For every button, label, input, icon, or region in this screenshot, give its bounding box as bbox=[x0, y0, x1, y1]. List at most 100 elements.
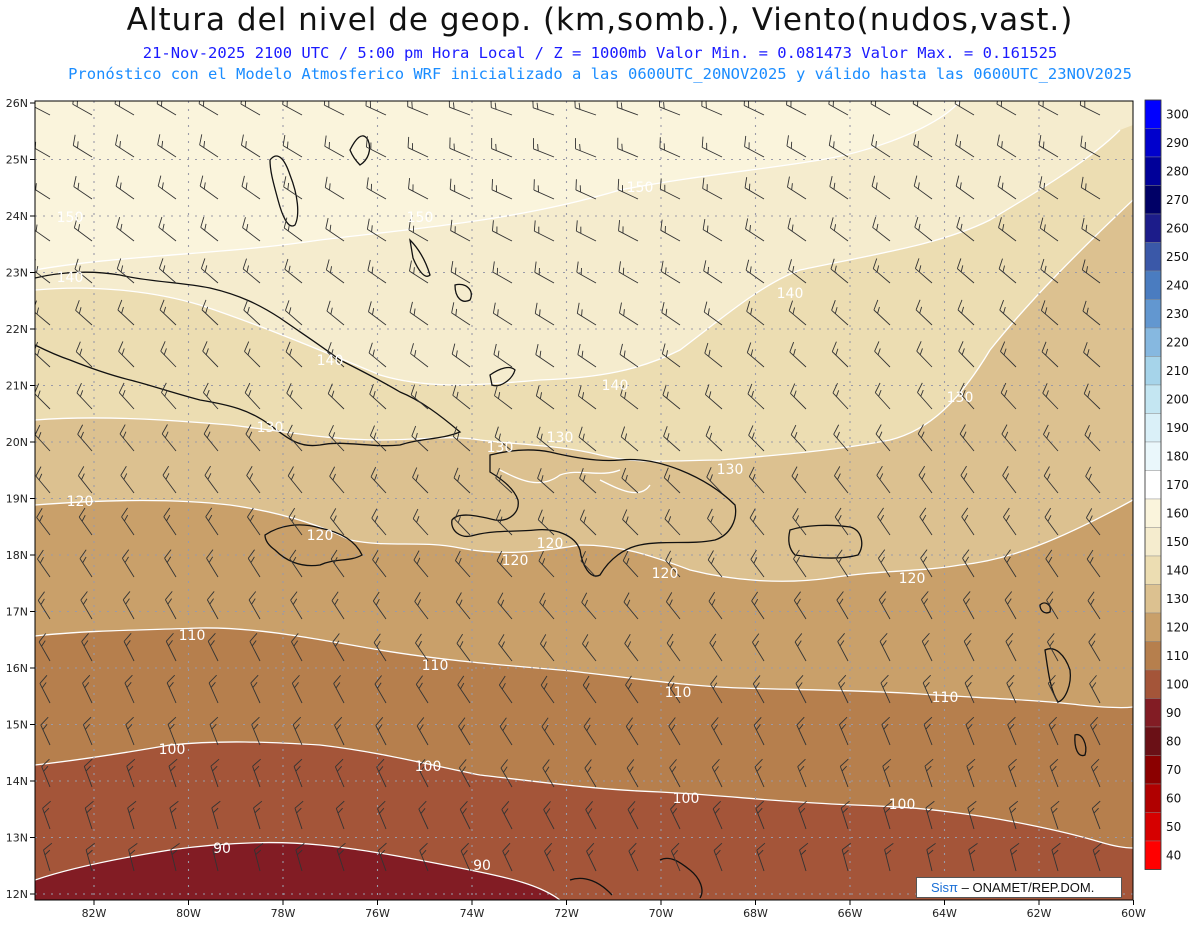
contour-label: 110 bbox=[179, 628, 206, 644]
wind-barb bbox=[209, 716, 219, 746]
wind-barb bbox=[124, 674, 135, 704]
wind-barb bbox=[161, 424, 177, 452]
wind-barb bbox=[370, 466, 387, 494]
wind-barb bbox=[1045, 549, 1059, 578]
wind-barb bbox=[448, 101, 471, 116]
wind-barb bbox=[923, 716, 933, 746]
wind-barb bbox=[373, 633, 387, 662]
wind-barb bbox=[324, 135, 345, 158]
wind-barb bbox=[752, 675, 765, 704]
wind-barb bbox=[917, 382, 933, 410]
wind-barb bbox=[159, 299, 177, 326]
wind-barb bbox=[160, 341, 177, 368]
wind-barb bbox=[574, 101, 597, 116]
wind-barb bbox=[582, 675, 597, 704]
wind-barb bbox=[158, 216, 177, 242]
wind-barb bbox=[285, 341, 303, 368]
wind-barb bbox=[1043, 424, 1059, 452]
wind-barb bbox=[705, 425, 723, 452]
wind-barb bbox=[745, 218, 765, 242]
wind-barb bbox=[580, 550, 597, 578]
legend-swatch bbox=[1144, 755, 1162, 785]
wind-barb bbox=[955, 175, 975, 200]
wind-barb bbox=[242, 258, 261, 284]
wind-barb bbox=[415, 675, 429, 704]
wind-barb bbox=[128, 842, 138, 872]
wind-barb bbox=[198, 101, 219, 116]
wind-barb bbox=[954, 101, 975, 116]
wind-barb bbox=[74, 258, 93, 284]
contour-label: 130 bbox=[547, 430, 574, 446]
wind-barb bbox=[114, 101, 135, 116]
wind-barb bbox=[621, 467, 639, 494]
wind-barb bbox=[746, 300, 765, 326]
lat-label: 21N bbox=[6, 380, 28, 393]
wind-barb bbox=[1088, 633, 1101, 662]
wind-barb bbox=[663, 426, 681, 452]
wind-barb bbox=[747, 383, 765, 410]
wind-barb bbox=[325, 259, 345, 284]
lat-label: 12N bbox=[6, 888, 28, 901]
legend-label: 200 bbox=[1166, 392, 1189, 406]
wind-barb bbox=[659, 137, 681, 158]
contour-label: 150 bbox=[57, 210, 84, 226]
wind-barb bbox=[458, 717, 471, 746]
wind-barb bbox=[540, 675, 555, 704]
wind-barb bbox=[534, 302, 555, 326]
wind-barb bbox=[411, 425, 429, 452]
wind-barb bbox=[618, 220, 639, 242]
wind-barb bbox=[659, 101, 681, 116]
wind-barb bbox=[1003, 549, 1017, 578]
wind-barb bbox=[253, 842, 264, 872]
wind-barbs bbox=[35, 101, 1102, 872]
wind-barb bbox=[325, 218, 345, 242]
wind-barb bbox=[956, 258, 975, 284]
wind-barb bbox=[492, 261, 513, 284]
wind-barb bbox=[1009, 842, 1020, 872]
wind-barb bbox=[491, 220, 513, 242]
wind-barb bbox=[1042, 383, 1059, 410]
wind-barb bbox=[35, 466, 51, 494]
wind-barb bbox=[966, 758, 976, 788]
wind-barb bbox=[996, 101, 1017, 116]
wind-barb bbox=[123, 632, 135, 662]
wind-barb bbox=[410, 343, 429, 368]
wind-barb bbox=[831, 341, 849, 368]
wind-barb bbox=[290, 591, 303, 620]
wind-barb bbox=[212, 842, 222, 872]
wind-barb bbox=[494, 385, 513, 410]
wind-barb bbox=[120, 465, 135, 494]
wind-barb bbox=[1000, 382, 1017, 410]
wind-barb bbox=[329, 466, 345, 494]
lat-label: 20N bbox=[6, 436, 28, 449]
wind-barb bbox=[956, 216, 975, 242]
wind-barb bbox=[926, 843, 936, 872]
wind-barb bbox=[496, 550, 513, 578]
wind-barb bbox=[795, 675, 807, 704]
legend-swatch bbox=[1144, 356, 1162, 386]
wind-barb bbox=[327, 383, 345, 410]
wind-barb bbox=[240, 101, 261, 116]
wind-barb bbox=[330, 549, 345, 578]
wind-barb bbox=[708, 591, 723, 620]
wind-barb bbox=[282, 134, 303, 158]
legend-swatch bbox=[1144, 726, 1162, 756]
wind-barb bbox=[622, 509, 639, 536]
wind-barb bbox=[412, 508, 429, 536]
wind-barb bbox=[665, 550, 681, 578]
wind-barb bbox=[669, 759, 681, 788]
lon-label: 72W bbox=[554, 907, 579, 920]
wind-barb bbox=[333, 675, 345, 704]
wind-barb bbox=[794, 633, 807, 662]
wind-barb bbox=[962, 549, 975, 578]
legend-label: 190 bbox=[1166, 421, 1189, 435]
wind-barb bbox=[581, 592, 597, 620]
wind-barb bbox=[115, 134, 135, 158]
wind-barb bbox=[115, 175, 135, 200]
wind-barb bbox=[744, 135, 765, 158]
legend-swatch bbox=[1144, 441, 1162, 471]
wind-barb bbox=[667, 675, 681, 704]
legend-label: 220 bbox=[1166, 335, 1189, 349]
legend-swatch bbox=[1144, 669, 1162, 699]
wind-barb bbox=[576, 261, 597, 284]
